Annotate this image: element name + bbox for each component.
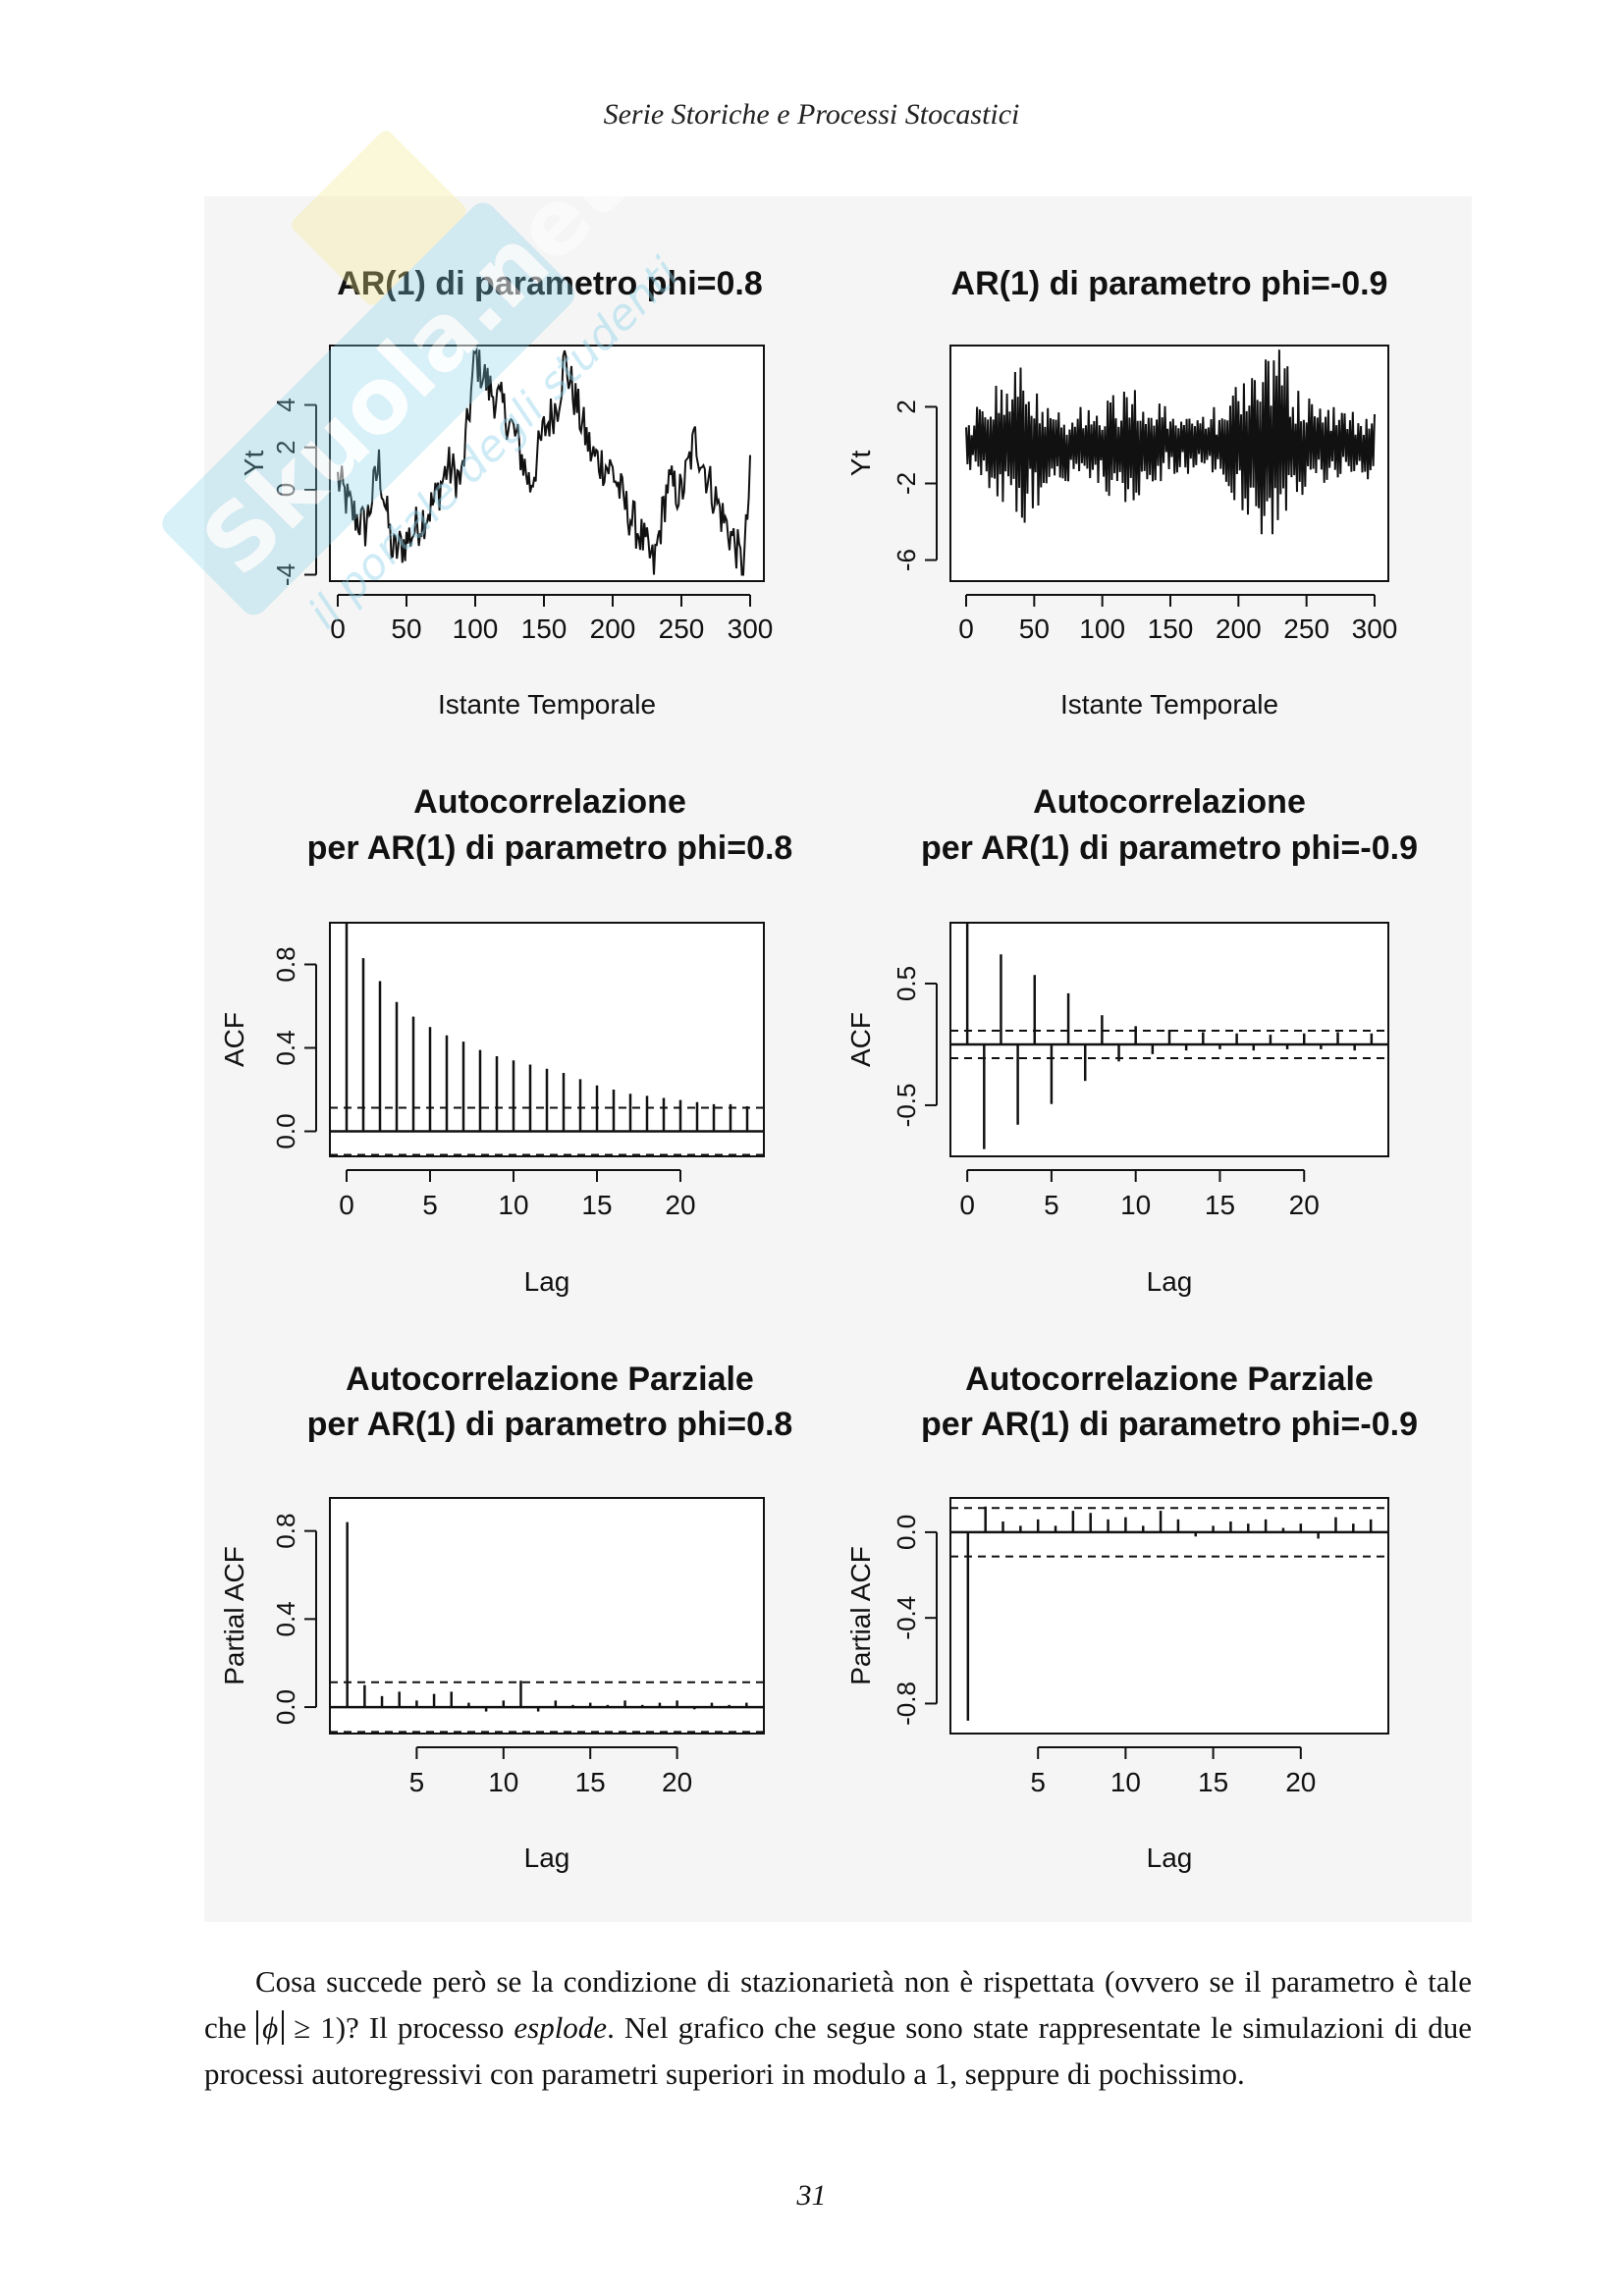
body-paragraph: Cosa succede però se la condizione di st… [204, 1958, 1472, 2097]
ts1-title: AR(1) di parametro phi=0.8 [337, 265, 763, 302]
acf2-x-tick-label: 0 [959, 1190, 975, 1220]
ts1-y-tick-label: -4 [271, 563, 300, 586]
ts1-y-tick-label: 4 [271, 398, 300, 411]
pacf1-y-tick-label: 0.0 [271, 1689, 300, 1725]
ts1-y-tick-label: 2 [271, 441, 300, 454]
paragraph-text-2: . Nel grafico che segue sono state rappr… [204, 2010, 1472, 2091]
pacf1-ylabel: Partial ACF [219, 1546, 249, 1685]
acf2-y-tick-label: 0.5 [892, 966, 921, 1001]
acf2-x-tick-label: 20 [1289, 1190, 1320, 1220]
acf1-x-tick-label: 0 [339, 1190, 354, 1220]
acf1-x-tick-label: 10 [498, 1190, 528, 1220]
emphasis-word: esplode [514, 2010, 608, 2045]
acf1-y-tick-label: 0.0 [271, 1113, 300, 1148]
ts1-x-tick-label: 150 [521, 614, 568, 644]
ts2-x-tick-label: 200 [1216, 614, 1262, 644]
pacf1-x-tick-label: 5 [409, 1767, 425, 1797]
ts1-series-line [337, 347, 751, 576]
ts1-x-tick-label: 0 [330, 614, 346, 644]
pacf1-subtitle: per AR(1) di parametro phi=0.8 [307, 1406, 793, 1443]
pacf1-x-tick-label: 20 [662, 1767, 692, 1797]
pacf2-x-tick-label: 15 [1198, 1767, 1228, 1797]
acf1-y-tick-label: 0.8 [271, 946, 300, 982]
pacf1-y-tick-label: 0.4 [271, 1601, 300, 1636]
ts2-ylabel: Yt [845, 451, 876, 477]
acf2-subtitle: per AR(1) di parametro phi=-0.9 [921, 829, 1418, 867]
acf2-title: Autocorrelazione [1033, 783, 1306, 821]
acf2-y-tick-label: -0.5 [892, 1084, 921, 1128]
ts1-xlabel: Istante Temporale [438, 689, 656, 720]
pacf2-x-tick-label: 20 [1285, 1767, 1316, 1797]
ts2-x-tick-label: 0 [958, 614, 974, 644]
ts1-x-tick-label: 200 [590, 614, 636, 644]
acf1-y-tick-label: 0.4 [271, 1030, 300, 1065]
ts2-series-line [965, 349, 1376, 535]
figure-panel: AR(1) di parametro phi=0.8 0 50 100 150 200 25… [204, 196, 1472, 1922]
pacf1-x-tick-label: 15 [575, 1767, 606, 1797]
acf1-title: Autocorrelazione [413, 783, 686, 821]
ts1-y-tick-label: 0 [271, 483, 300, 497]
paragraph-text-1: Cosa succede però se la condizione di st… [204, 1964, 1472, 2045]
pacf2-plot-frame [949, 1497, 1389, 1735]
acf2-x-tick-label: 10 [1120, 1190, 1151, 1220]
acf1-x-tick-label: 5 [422, 1190, 438, 1220]
figure-svg: AR(1) di parametro phi=0.80 50 100 150 200 25… [219, 265, 1418, 1873]
pacf2-y-tick-label: 0.0 [892, 1515, 921, 1550]
ts2-y-tick-label: -2 [892, 472, 921, 495]
ts2-x-tick-label: 50 [1019, 614, 1050, 644]
formula-rest: ≥ 1)? Il processo [284, 2010, 514, 2045]
pacf2-y-tick-label: -0.4 [892, 1596, 921, 1640]
pacf2-title: Autocorrelazione Parziale [965, 1361, 1374, 1398]
acf2-xlabel: Lag [1147, 1266, 1193, 1297]
ts2-x-tick-label: 100 [1079, 614, 1125, 644]
acf1-xlabel: Lag [524, 1266, 570, 1297]
page-number: 31 [796, 2179, 827, 2212]
pacf2-ylabel: Partial ACF [845, 1546, 876, 1685]
pacf2-x-tick-label: 10 [1110, 1767, 1141, 1797]
acf1-subtitle: per AR(1) di parametro phi=0.8 [307, 829, 793, 867]
ts2-title: AR(1) di parametro phi=-0.9 [951, 265, 1388, 302]
ts1-x-tick-label: 100 [453, 614, 499, 644]
pacf2-y-tick-label: -0.8 [892, 1682, 921, 1726]
acf2-ylabel: ACF [845, 1012, 876, 1067]
ts1-x-tick-label: 300 [728, 614, 774, 644]
acf1-x-tick-label: 15 [581, 1190, 612, 1220]
ts2-x-tick-label: 300 [1352, 614, 1398, 644]
running-header: Serie Storiche e Processi Stocastici [603, 98, 1020, 131]
pacf1-xlabel: Lag [524, 1842, 570, 1873]
pacf1-y-tick-label: 0.8 [271, 1514, 300, 1549]
ts2-y-tick-label: -6 [892, 549, 921, 571]
pacf2-xlabel: Lag [1147, 1842, 1193, 1873]
ts2-y-tick-label: 2 [892, 400, 921, 413]
ts2-xlabel: Istante Temporale [1060, 689, 1278, 720]
ts1-x-tick-label: 50 [391, 614, 421, 644]
formula-abs-phi: ϕ [256, 2010, 285, 2045]
pacf2-x-tick-label: 5 [1030, 1767, 1046, 1797]
acf1-ylabel: ACF [219, 1012, 249, 1067]
pacf1-plot-frame [329, 1497, 765, 1735]
ts2-x-tick-label: 250 [1283, 614, 1329, 644]
acf1-x-tick-label: 20 [665, 1190, 695, 1220]
ts2-x-tick-label: 150 [1148, 614, 1194, 644]
pacf2-subtitle: per AR(1) di parametro phi=-0.9 [921, 1406, 1418, 1443]
ts1-x-tick-label: 250 [659, 614, 705, 644]
pacf1-x-tick-label: 10 [488, 1767, 518, 1797]
acf2-x-tick-label: 15 [1205, 1190, 1235, 1220]
pacf1-title: Autocorrelazione Parziale [346, 1361, 754, 1398]
ts1-ylabel: Yt [239, 451, 269, 477]
acf2-x-tick-label: 5 [1044, 1190, 1059, 1220]
